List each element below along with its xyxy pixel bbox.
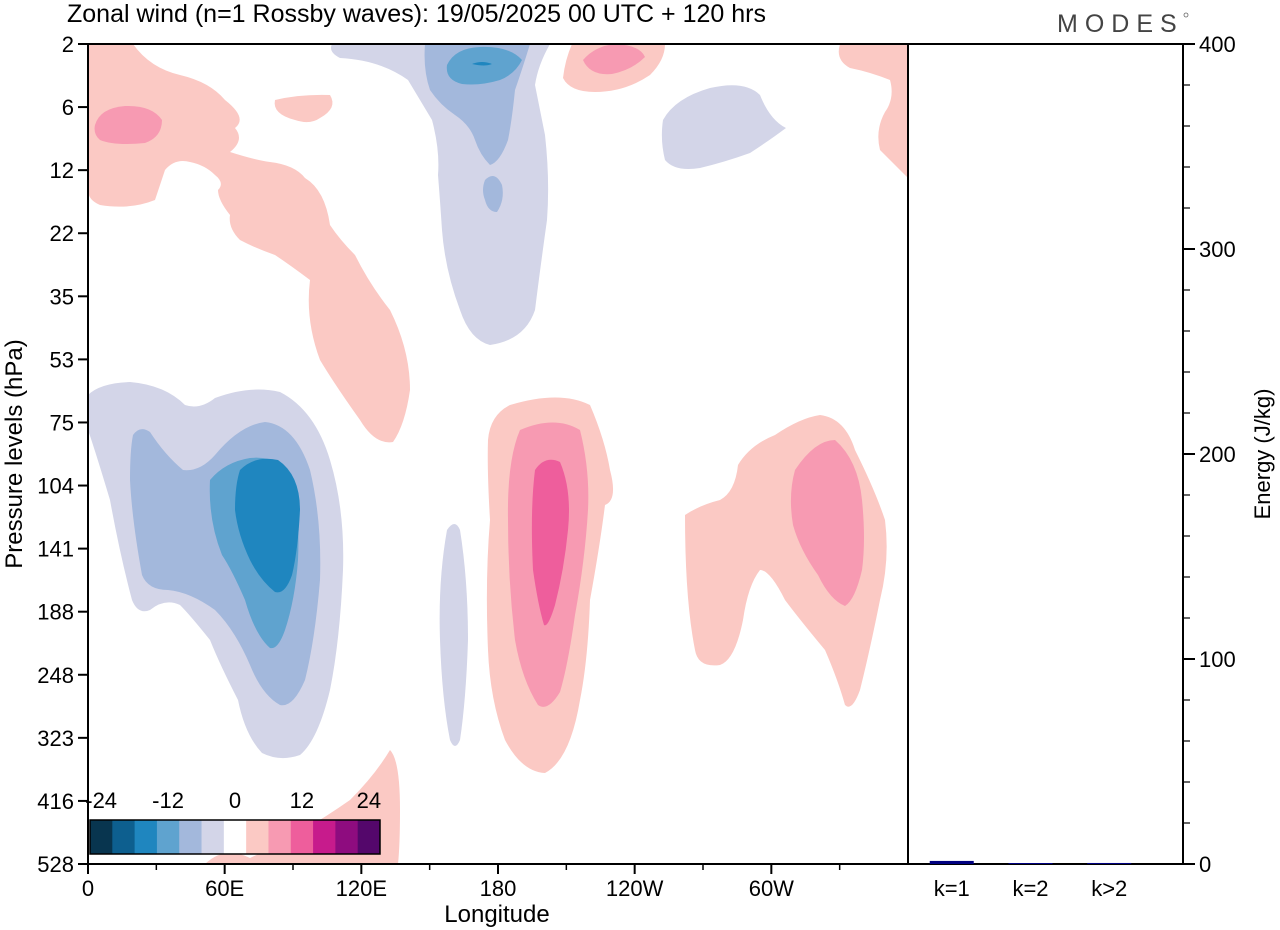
colorbar-swatch xyxy=(156,820,180,854)
energy-panel: 0 100 200 300 400 k=1 k=2 k>2 Energy (J/kg) xyxy=(929,32,1275,901)
pos-region-upper-left xyxy=(88,44,410,443)
energy-axis-label: Energy (J/kg) xyxy=(1250,389,1275,520)
y-ticks: 2 6 12 22 35 53 75 104 141 188 248 323 416 528 xyxy=(37,32,88,877)
y-tick-label: 416 xyxy=(37,789,74,814)
x-tick-label: 60E xyxy=(205,876,244,901)
x-tick-label: 180 xyxy=(480,876,517,901)
energy-bars xyxy=(929,860,1132,864)
x-axis-label: Longitude xyxy=(444,901,549,928)
colorbar-swatches xyxy=(90,820,381,854)
logo-mark xyxy=(1183,12,1189,18)
chart-title: Zonal wind (n=1 Rossby waves): 19/05/202… xyxy=(67,0,766,28)
y-tick-label: 75 xyxy=(50,410,74,435)
energy-tick-label: 0 xyxy=(1199,852,1211,877)
energy-category-label: k>2 xyxy=(1091,876,1127,901)
y-tick-label: 104 xyxy=(37,474,74,499)
energy-bar xyxy=(929,860,974,864)
x-tick-label: 60W xyxy=(749,876,794,901)
colorbar: -24 -12 0 12 24 xyxy=(85,788,381,855)
y-tick-label: 2 xyxy=(62,32,74,57)
colorbar-swatch xyxy=(357,820,381,854)
pos-12-east xyxy=(790,440,864,606)
y-tick-label: 12 xyxy=(50,158,74,183)
positive-anomalies xyxy=(88,44,908,864)
colorbar-label: 0 xyxy=(229,788,241,813)
colorbar-swatch xyxy=(112,820,136,854)
colorbar-label: -12 xyxy=(152,788,184,813)
y-tick-label: 6 xyxy=(62,95,74,120)
x-tick-label: 120E xyxy=(336,876,387,901)
energy-category-label: k=1 xyxy=(934,876,970,901)
colorbar-swatch xyxy=(313,820,336,854)
y-tick-label: 188 xyxy=(37,600,74,625)
neg-18-top xyxy=(472,62,492,66)
energy-tick-label: 100 xyxy=(1199,647,1236,672)
modes-logo: MODES xyxy=(1057,10,1184,38)
energy-bar xyxy=(1008,863,1053,864)
neg-region-northeast xyxy=(661,85,786,169)
energy-y-ticks: 0 100 200 300 400 xyxy=(1183,32,1236,877)
energy-bar xyxy=(1087,862,1132,864)
neg-6-small-blob xyxy=(483,176,503,212)
colorbar-swatch xyxy=(179,820,203,854)
colorbar-label: 24 xyxy=(357,788,381,813)
colorbar-swatch xyxy=(223,820,247,854)
energy-x-labels: k=1 k=2 k>2 xyxy=(934,876,1128,901)
colorbar-labels: -24 -12 0 12 24 xyxy=(85,788,381,813)
colorbar-swatch xyxy=(335,820,359,854)
x-tick-label: 120W xyxy=(606,876,664,901)
y-axis-label: Pressure levels (hPa) xyxy=(1,339,28,568)
pos-18-center xyxy=(531,459,569,626)
y-tick-label: 528 xyxy=(37,852,74,877)
y-tick-label: 53 xyxy=(50,347,74,372)
pos-region-top-right xyxy=(838,44,908,178)
energy-tick-label: 400 xyxy=(1199,32,1236,57)
neg-12-top xyxy=(446,46,522,85)
neg-region-mid-strip xyxy=(439,524,468,746)
pos-region-small-top xyxy=(274,94,333,123)
y-tick-label: 22 xyxy=(50,221,74,246)
negative-anomalies xyxy=(88,44,786,759)
energy-category-label: k=2 xyxy=(1012,876,1048,901)
neg-18-west xyxy=(235,458,300,593)
y-tick-label: 248 xyxy=(37,663,74,688)
colorbar-swatch xyxy=(268,820,292,854)
y-tick-label: 141 xyxy=(37,537,74,562)
pos-12-upper-left xyxy=(94,105,162,144)
pos-12-top-center xyxy=(583,44,645,75)
colorbar-frame xyxy=(89,819,381,855)
colorbar-swatch xyxy=(201,820,225,854)
y-tick-label: 323 xyxy=(37,726,74,751)
colorbar-swatch xyxy=(134,820,158,854)
colorbar-swatch xyxy=(90,820,113,854)
colorbar-label: -24 xyxy=(85,788,117,813)
x-ticks: 0 60E 120E 180 120W 60W xyxy=(82,864,841,901)
colorbar-label: 12 xyxy=(290,788,314,813)
x-tick-label: 0 xyxy=(82,876,94,901)
contour-map xyxy=(88,44,908,864)
colorbar-swatch xyxy=(290,820,314,854)
energy-tick-label: 200 xyxy=(1199,442,1236,467)
colorbar-swatch xyxy=(246,820,269,854)
y-tick-label: 35 xyxy=(50,284,74,309)
main-axes: 2 6 12 22 35 53 75 104 141 188 248 323 416 528 0 60E 12… xyxy=(1,32,1183,928)
energy-tick-label: 300 xyxy=(1199,237,1236,262)
